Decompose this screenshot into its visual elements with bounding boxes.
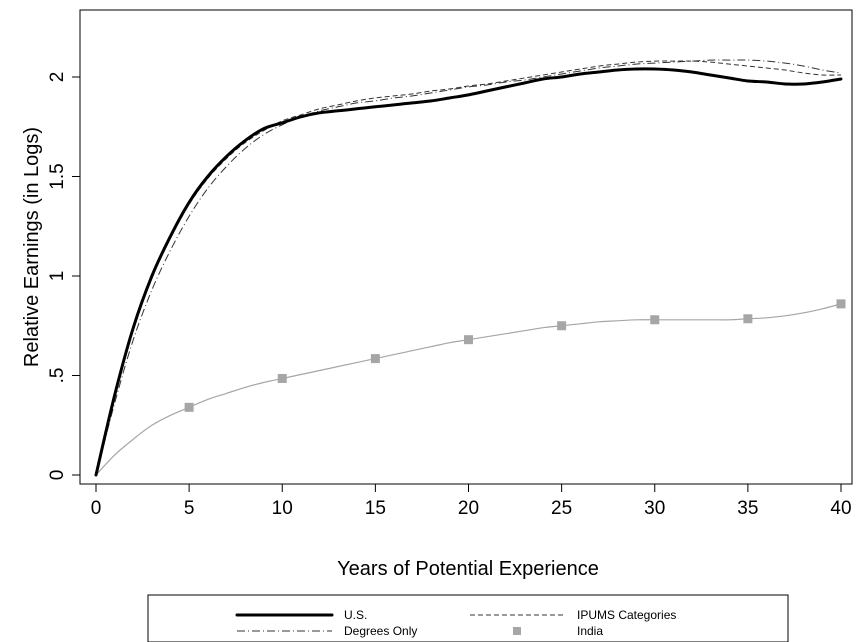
y-tick-label: 0 xyxy=(47,470,68,481)
legend-label-ipums-categories: IPUMS Categories xyxy=(577,608,676,622)
data-point-india xyxy=(743,314,753,324)
data-point-india xyxy=(464,335,473,345)
data-point-india xyxy=(184,402,194,412)
x-tick-label: 25 xyxy=(551,498,572,519)
series-line-u-s xyxy=(94,67,843,477)
series-layer xyxy=(94,59,846,477)
legend-item-u-s: U.S. xyxy=(235,608,367,622)
legend-item-india: India xyxy=(513,624,603,638)
series-india xyxy=(95,299,846,476)
x-axis-title: Years of Potential Experience xyxy=(337,558,599,580)
x-tick-label: 35 xyxy=(737,498,758,519)
series-degrees-only xyxy=(95,59,842,476)
x-tick-label: 30 xyxy=(644,498,665,519)
legend: U.S. IPUMS Categories Degrees Only India xyxy=(147,594,789,642)
y-tick-label: .5 xyxy=(47,368,68,384)
series-u-s xyxy=(94,67,843,477)
legend-label-u-s: U.S. xyxy=(344,608,367,622)
legend-label-degrees-only: Degrees Only xyxy=(344,624,417,638)
data-point-india xyxy=(277,373,287,383)
data-point-india xyxy=(650,315,660,325)
y-axis: 0 .5 1 1.5 2 xyxy=(47,72,81,481)
y-tick-group: 0 .5 1 1.5 2 xyxy=(47,72,80,481)
x-tick-label: 5 xyxy=(184,498,195,519)
legend-items: U.S. IPUMS Categories Degrees Only India xyxy=(235,608,676,638)
y-tick-label: 2 xyxy=(47,72,68,83)
x-axis: 0 5 10 15 20 25 30 35 40 xyxy=(91,483,852,519)
x-tick-label: 20 xyxy=(458,498,479,519)
y-tick-label: 1 xyxy=(47,271,68,282)
x-tick-label: 10 xyxy=(272,498,293,519)
series-line-degrees-only xyxy=(95,59,842,476)
legend-label-india: India xyxy=(577,624,603,638)
x-tick-group: 0 5 10 15 20 25 30 35 40 xyxy=(91,484,852,519)
data-point-india xyxy=(370,354,380,364)
y-tick-label: 1.5 xyxy=(47,163,68,189)
x-tick-label: 40 xyxy=(830,498,851,519)
y-axis-title: Relative Earnings (in Logs) xyxy=(21,127,43,367)
legend-item-degrees-only: Degrees Only xyxy=(237,624,417,638)
data-point-india xyxy=(836,299,846,309)
legend-swatch-india xyxy=(513,627,521,635)
data-point-india xyxy=(557,321,567,331)
x-tick-label: 15 xyxy=(365,498,386,519)
legend-box xyxy=(147,594,789,642)
x-tick-label: 0 xyxy=(91,498,102,519)
legend-item-ipums-categories: IPUMS Categories xyxy=(470,608,676,622)
